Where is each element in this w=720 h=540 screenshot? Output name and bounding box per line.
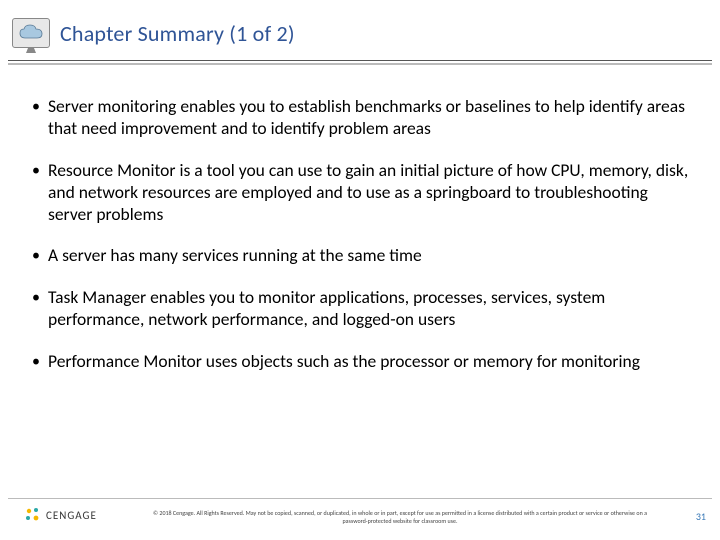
bullet-marker: •	[32, 287, 48, 331]
bullet-item: • Performance Monitor uses objects such …	[32, 351, 692, 373]
bullet-item: • Task Manager enables you to monitor ap…	[32, 287, 692, 331]
cloud-monitor-icon	[12, 18, 50, 48]
slide-content: • Server monitoring enables you to estab…	[0, 68, 720, 373]
page-number: 31	[696, 510, 706, 523]
bullet-text: Task Manager enables you to monitor appl…	[48, 287, 692, 331]
cengage-mark-icon	[24, 506, 42, 524]
bullet-text: Server monitoring enables you to establi…	[48, 96, 692, 140]
slide-title: Chapter Summary (1 of 2)	[60, 20, 295, 47]
bullet-marker: •	[32, 160, 48, 226]
header-divider	[0, 58, 720, 68]
brand-logo: CENGAGE	[24, 506, 97, 524]
bullet-item: • Resource Monitor is a tool you can use…	[32, 160, 692, 226]
bullet-marker: •	[32, 351, 48, 373]
slide-header: Chapter Summary (1 of 2)	[0, 0, 720, 48]
bullet-text: A server has many services running at th…	[48, 245, 692, 267]
bullet-text: Performance Monitor uses objects such as…	[48, 351, 692, 373]
bullet-marker: •	[32, 245, 48, 267]
bullet-marker: •	[32, 96, 48, 140]
footer-divider	[8, 498, 712, 499]
copyright-text: © 2018 Cengage. All Rights Reserved. May…	[140, 510, 660, 526]
brand-name: CENGAGE	[46, 509, 97, 522]
slide-footer: CENGAGE © 2018 Cengage. All Rights Reser…	[0, 498, 720, 540]
bullet-text: Resource Monitor is a tool you can use t…	[48, 160, 692, 226]
bullet-item: • A server has many services running at …	[32, 245, 692, 267]
bullet-item: • Server monitoring enables you to estab…	[32, 96, 692, 140]
